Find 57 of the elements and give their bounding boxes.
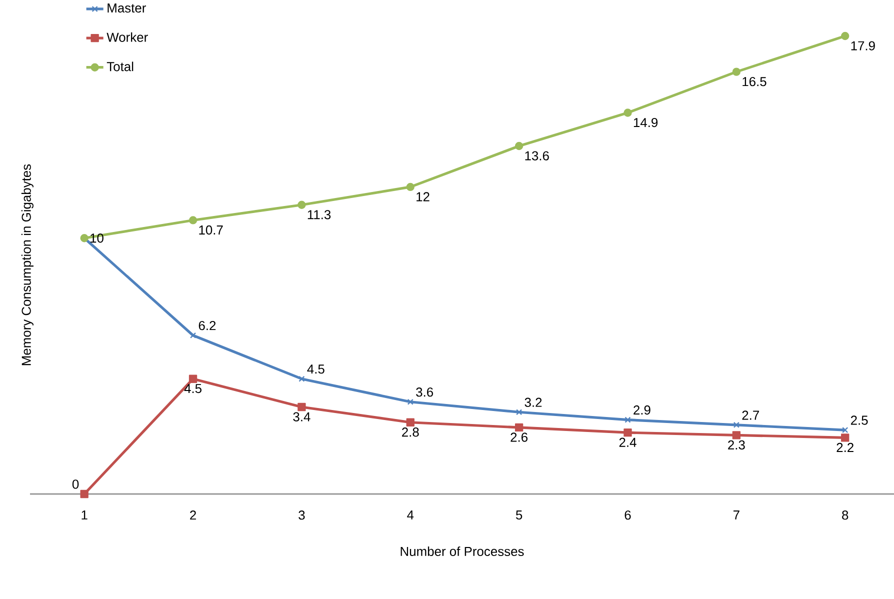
data-label: 2.2: [836, 442, 854, 452]
point: [842, 426, 848, 434]
point: [407, 398, 414, 405]
point: [406, 418, 414, 426]
point: [624, 416, 631, 423]
data-label: 3.4: [293, 412, 310, 422]
x-tick-label: 7: [733, 510, 740, 520]
point: [732, 431, 741, 440]
legend-label: Total: [106, 62, 134, 72]
data-label: 2.7: [742, 410, 759, 420]
data-label: 13.6: [525, 151, 549, 160]
point: [841, 32, 850, 40]
x-tick-label: 1: [82, 510, 88, 520]
point: [80, 490, 88, 498]
x-axis-title: Number of Processes: [400, 546, 524, 556]
x-tick-label: 5: [516, 510, 522, 520]
data-label: 4.5: [184, 384, 202, 394]
data-label: 2.9: [634, 405, 650, 415]
legend-label: Master: [108, 4, 146, 13]
point: [514, 142, 524, 150]
data-label: 10.7: [199, 225, 223, 235]
point: [190, 332, 196, 338]
data-label: 11.3: [308, 210, 331, 220]
data-label: 14.9: [634, 118, 658, 128]
legend-label: Worker: [106, 32, 148, 42]
data-label: 2.4: [619, 438, 636, 447]
data-label: 2.3: [728, 440, 745, 450]
point: [514, 423, 524, 432]
point: [516, 409, 522, 416]
data-label: 2.6: [510, 432, 528, 442]
point: [298, 376, 305, 382]
data-label: 17.9: [851, 41, 875, 50]
data-label: 3.2: [524, 398, 542, 407]
point: [406, 182, 414, 192]
point: [624, 428, 632, 437]
data-label: 2.5: [850, 416, 868, 425]
data-label: 16.5: [742, 77, 766, 86]
x-tick-label: 3: [298, 510, 305, 520]
data-label: 2.8: [402, 428, 419, 437]
x-tick-label: 8: [842, 510, 848, 520]
data-label: 3.6: [416, 388, 434, 397]
data-label: 6.2: [198, 320, 216, 330]
point: [188, 216, 198, 224]
data-label: 12: [416, 192, 430, 202]
data-label: 0: [72, 480, 79, 489]
point: [188, 374, 198, 383]
point: [298, 200, 306, 209]
data-label: 4.5: [307, 364, 324, 374]
x-tick-label: 4: [407, 510, 414, 520]
x-tick-label: 2: [190, 510, 196, 520]
point: [733, 422, 740, 428]
x-tick-label: 6: [624, 510, 631, 520]
y-axis-title: Memory Consumption in Gigabytes: [21, 164, 34, 366]
point: [841, 434, 850, 442]
point: [732, 68, 741, 76]
point: [624, 108, 632, 117]
point: [298, 402, 306, 412]
